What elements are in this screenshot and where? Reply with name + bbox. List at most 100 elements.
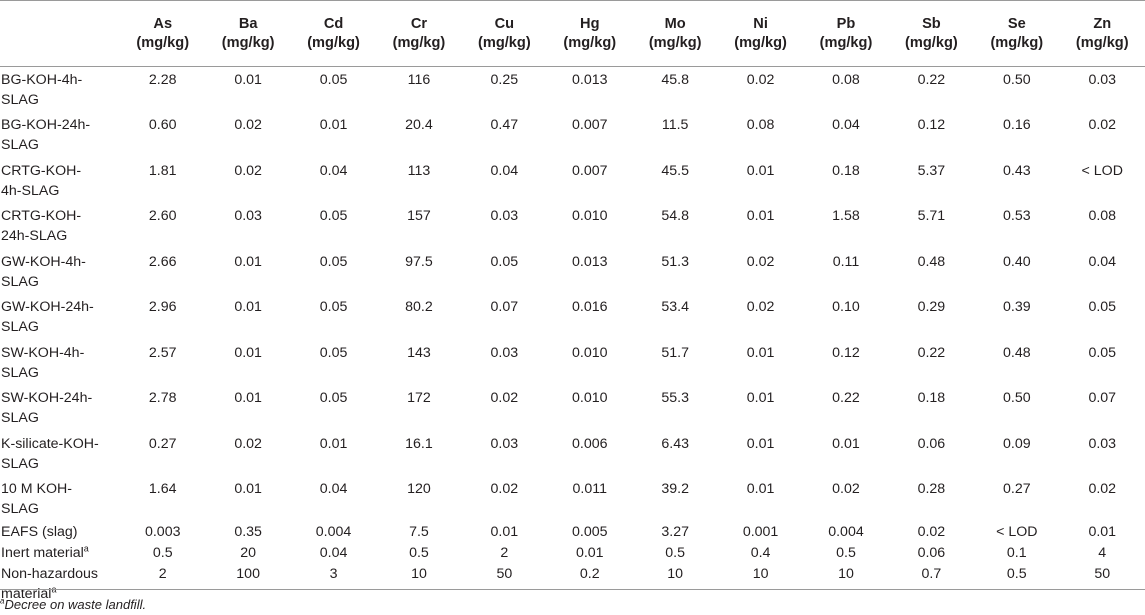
cell-zn: 4: [1098, 544, 1107, 561]
cell-cr: 116: [407, 72, 431, 88]
cell-zn: 0.05: [1088, 299, 1117, 315]
cell-as: 2.60: [148, 208, 177, 224]
cell-hg: 0.010: [572, 390, 608, 406]
column-header-unit: (mg/kg): [563, 34, 617, 51]
cell-mo: 45.5: [661, 162, 689, 179]
cell-sb: 0.06: [917, 435, 946, 452]
cell-se: 0.16: [1002, 117, 1031, 133]
cell-pb: 1.58: [832, 208, 860, 224]
row-label-line2: SLAG: [1, 364, 39, 381]
cell-as: 2: [158, 565, 167, 582]
row-label-line1: BG-KOH-24h-: [1, 117, 91, 133]
row-label-line1: Inert material: [1, 544, 84, 561]
row-label: SW-KOH-4h- SLAG: [0, 340, 120, 386]
footnote-marker: a: [51, 583, 57, 594]
cell-pb: 0.08: [832, 72, 860, 88]
column-header-mo: Mo (mg/kg): [632, 1, 717, 67]
row-label-line2: SLAG: [1, 319, 39, 335]
cell-se: 0.1: [1006, 544, 1027, 561]
cell-hg: 0.01: [575, 544, 604, 561]
cell-cu: 0.03: [490, 344, 519, 361]
cell-as: 1.81: [148, 162, 177, 179]
cell-cd: 0.05: [319, 299, 348, 315]
cell-mo: 51.7: [661, 344, 689, 361]
cell-ni: 0.01: [746, 162, 775, 179]
cell-mo: 51.3: [661, 253, 689, 270]
cell-ba: 0.01: [234, 299, 262, 315]
cell-ba: 0.02: [234, 435, 262, 452]
cell-as: 0.27: [148, 435, 177, 452]
cell-ba: 0.01: [234, 72, 262, 88]
cell-ba: 0.01: [234, 481, 262, 497]
table-footnote: aDecree on waste landfill.: [0, 597, 146, 612]
cell-ba: 20: [240, 544, 257, 561]
table-row: SW-KOH-4h- SLAG 2.57 0.01 0.05 143 0.03 0.010 51…: [0, 340, 1145, 386]
column-header-cr: Cr (mg/kg): [376, 1, 461, 67]
cell-cu: 0.07: [490, 299, 519, 315]
row-label-line2: 24h-SLAG: [1, 228, 68, 244]
row-label-line1: Non-hazardous: [1, 565, 99, 582]
cell-sb: 0.22: [917, 344, 946, 361]
cell-cd: 0.05: [319, 390, 348, 406]
cell-pb: 0.01: [832, 435, 860, 452]
table-header: As (mg/kg) Ba (mg/kg) Cd (mg/kg) Cr (mg/kg) Cu (m…: [0, 0, 1145, 67]
column-header-as: As (mg/kg): [120, 1, 205, 67]
column-header-element: Pb: [836, 15, 856, 32]
cell-mo: 55.3: [661, 390, 689, 406]
cell-se: 0.43: [1002, 162, 1031, 179]
cell-ni: 0.01: [746, 344, 775, 361]
cell-zn: < LOD: [1081, 162, 1123, 179]
cell-ba: 0.03: [234, 208, 262, 224]
table-row: GW-KOH-24h- SLAG 2.96 0.01 0.05 80.2 0.07 0.016…: [0, 294, 1145, 340]
cell-se: 0.27: [1002, 481, 1031, 497]
cell-cu: 0.47: [490, 117, 519, 133]
cell-zn: 0.02: [1088, 117, 1117, 133]
cell-cu: 2: [500, 544, 509, 561]
table-bottom-rule: [0, 589, 1145, 590]
column-header-ni: Ni (mg/kg): [718, 1, 803, 67]
column-header-element: Cr: [410, 15, 428, 32]
cell-ni: 0.01: [746, 208, 775, 224]
row-label: CRTG-KOH- 24h-SLAG: [0, 203, 120, 249]
cell-se: < LOD: [996, 523, 1038, 540]
cell-cd: 0.04: [319, 162, 348, 179]
row-label: K-silicate-KOH- SLAG: [0, 431, 120, 477]
row-label-line1: GW-KOH-24h-: [1, 299, 94, 315]
cell-pb: 0.02: [832, 481, 860, 497]
column-header-zn: Zn (mg/kg): [1060, 1, 1145, 67]
cell-as: 1.64: [148, 481, 177, 497]
table-row: CRTG-KOH- 24h-SLAG 2.60 0.03 0.05 157 0.03 0.01…: [0, 203, 1145, 249]
cell-pb: 0.11: [832, 253, 860, 270]
cell-mo: 0.5: [665, 544, 686, 561]
row-label: 10 M KOH- SLAG: [0, 476, 120, 522]
cell-cr: 7.5: [409, 523, 429, 540]
cell-cd: 0.004: [315, 523, 352, 540]
cell-ba: 0.02: [234, 117, 262, 133]
cell-se: 0.48: [1002, 344, 1031, 361]
cell-hg: 0.010: [572, 344, 608, 361]
cell-sb: 0.02: [917, 523, 946, 540]
table-row: K-silicate-KOH- SLAG 0.27 0.02 0.01 16.1 0.03 0…: [0, 431, 1145, 477]
cell-ni: 0.01: [746, 481, 775, 497]
table-row: EAFS (slag) 0.003 0.35 0.004 7.5 0.01 0.005 3.2…: [0, 522, 1145, 543]
cell-cd: 0.04: [319, 481, 348, 497]
cell-sb: 0.29: [917, 299, 946, 315]
cell-hg: 0.005: [572, 523, 608, 540]
cell-cu: 0.03: [490, 435, 519, 452]
cell-mo: 11.5: [661, 117, 689, 133]
cell-mo: 10: [667, 565, 684, 582]
cell-zn: 50: [1094, 565, 1111, 582]
row-label: BG-KOH-24h- SLAG: [0, 112, 120, 158]
row-label-line1: CRTG-KOH-: [1, 208, 82, 224]
cell-hg: 0.013: [572, 72, 608, 88]
cell-ba: 0.02: [234, 162, 262, 179]
cell-as: 2.57: [148, 344, 177, 361]
cell-zn: 0.02: [1088, 481, 1117, 497]
column-header-unit: (mg/kg): [648, 34, 702, 51]
cell-ni: 0.08: [746, 117, 775, 133]
row-label-line1: SW-KOH-24h-: [1, 390, 93, 406]
cell-hg: 0.013: [572, 253, 608, 270]
cell-mo: 6.43: [661, 435, 689, 452]
row-label-line2: SLAG: [1, 92, 39, 108]
